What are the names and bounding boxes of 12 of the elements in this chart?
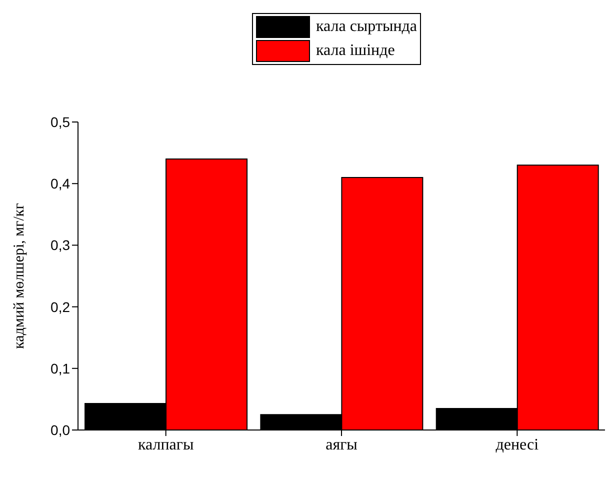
legend-label: кала сыртында [316, 18, 418, 36]
y-tick-label: 0,4 [50, 176, 70, 192]
y-tick-label: 0,1 [50, 360, 70, 376]
y-tick-label: 0,5 [50, 114, 70, 130]
legend-label: кала ішінде [316, 42, 395, 60]
y-tick-label: 0,0 [50, 422, 70, 438]
x-tick-label: аягы [326, 436, 358, 454]
y-axis-title: кадмий мөлшері, мг/кг [11, 203, 28, 349]
x-tick-label: денесі [496, 436, 540, 454]
x-tick-label: калпагы [138, 436, 194, 454]
y-tick-label: 0,3 [50, 237, 70, 254]
y-tick-label: 0,2 [50, 298, 70, 315]
